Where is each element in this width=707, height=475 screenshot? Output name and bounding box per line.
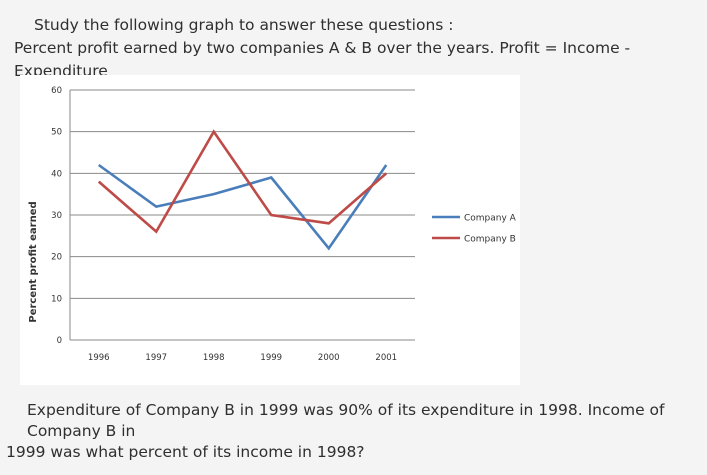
x-tick-label: 1997 bbox=[145, 353, 167, 363]
y-tick-label: 20 bbox=[51, 253, 62, 263]
chart-area: 0 10 20 30 40 50 60 1996 1997 1998 1999 2000 2001 C… bbox=[0, 75, 707, 385]
y-tick-label: 10 bbox=[51, 294, 62, 304]
question-line-1: Expenditure of Company B in 1999 was 90%… bbox=[27, 401, 665, 440]
legend: Company A Company B bbox=[432, 214, 517, 245]
y-tick-label: 50 bbox=[51, 128, 62, 138]
x-tick-label: 2001 bbox=[375, 353, 397, 363]
y-tick-label: 0 bbox=[57, 336, 62, 346]
x-tick-label: 1996 bbox=[88, 353, 110, 363]
legend-entry: Company A bbox=[464, 214, 517, 224]
question-text: Expenditure of Company B in 1999 was 90%… bbox=[6, 400, 706, 463]
y-tick-label: 30 bbox=[51, 211, 62, 221]
x-tick-label: 1999 bbox=[260, 353, 282, 363]
series-lines bbox=[97, 129, 388, 251]
y-axis-label: Percent profit earned bbox=[28, 201, 39, 322]
y-tick-label: 40 bbox=[51, 169, 62, 179]
chart-background bbox=[20, 75, 520, 385]
series-line-company-b bbox=[97, 129, 388, 234]
series-line-company-a bbox=[97, 163, 388, 251]
y-axis-ticks: 0 10 20 30 40 50 60 bbox=[51, 86, 62, 346]
gridlines bbox=[69, 89, 415, 341]
x-tick-label: 1998 bbox=[203, 353, 225, 363]
intro-line-1: Study the following graph to answer thes… bbox=[34, 16, 454, 34]
x-tick-label: 2000 bbox=[318, 353, 340, 363]
question-line-2: 1999 was what percent of its income in 1… bbox=[6, 443, 365, 461]
legend-entry: Company B bbox=[464, 235, 516, 245]
x-axis-ticks: 1996 1997 1998 1999 2000 2001 bbox=[88, 353, 397, 363]
intro-text: Study the following graph to answer thes… bbox=[14, 14, 704, 83]
line-chart: 0 10 20 30 40 50 60 1996 1997 1998 1999 2000 2001 C… bbox=[20, 75, 520, 385]
y-tick-label: 60 bbox=[51, 86, 62, 96]
